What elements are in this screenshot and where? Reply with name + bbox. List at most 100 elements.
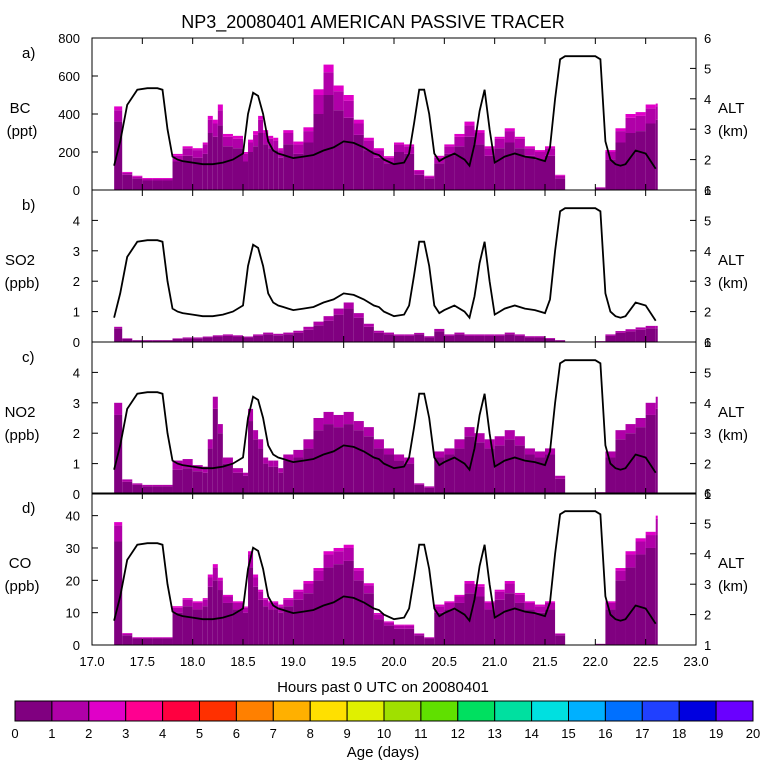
bar-segment — [343, 100, 354, 118]
colorbar-swatch — [125, 700, 164, 722]
bar-segment — [303, 329, 314, 342]
bar-segment — [202, 598, 208, 600]
bar-segment — [283, 133, 294, 145]
bar-segment — [494, 591, 505, 600]
bar-segment — [217, 424, 223, 434]
alt-axis-unit: (km) — [718, 578, 748, 595]
bar-segment — [383, 454, 394, 494]
bar-segment — [162, 486, 173, 494]
bar-segment — [414, 170, 425, 171]
bar-segment — [404, 624, 415, 626]
colorbar-swatch — [199, 700, 237, 722]
bar-segment — [474, 130, 485, 133]
bar-segment — [444, 602, 455, 610]
bar-segment — [232, 138, 243, 149]
bar-segment — [283, 334, 294, 342]
bar-segment — [253, 574, 259, 578]
bar-segment — [343, 308, 354, 342]
bar-segment — [207, 577, 213, 587]
chart-title: NP3_20080401 AMERICAN PASSIVE TRACER — [181, 12, 565, 33]
bar-segment — [192, 150, 203, 158]
bar-segment — [323, 411, 334, 425]
bar-segment — [484, 609, 495, 645]
colorbar-swatch — [272, 700, 311, 722]
bar-segment — [494, 148, 505, 190]
bar-segment — [615, 430, 626, 440]
bar-segment — [484, 148, 495, 156]
bar-segment — [182, 606, 193, 645]
bar-segment — [394, 335, 405, 342]
bar-segment — [373, 612, 384, 615]
bar-segment — [655, 396, 658, 409]
y-axis-unit: (ppb) — [4, 578, 39, 595]
colorbar-swatch — [346, 700, 385, 722]
bar-segment — [232, 335, 243, 337]
bar-segment — [353, 119, 364, 124]
bar-segment — [545, 602, 556, 610]
bar-segment — [414, 483, 425, 485]
bar-segment — [353, 317, 364, 342]
x-tick-label: 21.0 — [482, 654, 507, 669]
colorbar-swatch — [420, 700, 459, 722]
bar-segment — [192, 157, 203, 190]
bar-segment — [303, 142, 314, 190]
bar-segment — [293, 141, 304, 145]
bar-segment — [494, 445, 505, 494]
bar-segment — [464, 583, 475, 594]
bar-segment — [504, 580, 515, 584]
bar-segment — [394, 624, 405, 626]
bar-segment — [615, 331, 626, 333]
bar-segment — [222, 133, 233, 137]
bar-segment — [222, 602, 233, 645]
bar-segment — [114, 328, 123, 342]
alt-tick-label: 1 — [704, 638, 711, 653]
panel-bars — [114, 515, 658, 645]
bar-segment — [122, 338, 133, 342]
bar-segment — [268, 466, 274, 494]
bar-segment — [424, 336, 435, 338]
bar-segment — [514, 136, 525, 139]
alt-tick-label: 2 — [704, 457, 711, 472]
bar-segment — [545, 338, 556, 342]
bar-segment — [655, 535, 658, 645]
bar-segment — [424, 176, 435, 179]
bar-segment — [253, 134, 259, 147]
colorbar-tick-label: 17 — [635, 726, 649, 741]
bar-segment — [555, 478, 566, 494]
bar-segment — [474, 586, 485, 597]
bar-segment — [514, 335, 525, 342]
bar-segment — [222, 596, 233, 603]
bar-segment — [383, 156, 394, 158]
bar-segment — [394, 142, 405, 145]
bar-segment — [323, 320, 334, 342]
bar-segment — [373, 439, 384, 449]
bar-segment — [373, 150, 384, 158]
bar-segment — [172, 607, 183, 613]
bar-segment — [534, 150, 545, 152]
bar-segment — [122, 633, 133, 636]
bar-segment — [114, 106, 123, 111]
bar-segment — [394, 625, 405, 629]
bar-segment — [303, 593, 314, 645]
bar-segment — [444, 334, 455, 336]
y-axis-label: SO2 — [5, 252, 35, 269]
bar-segment — [132, 340, 143, 342]
bar-segment — [114, 525, 123, 542]
bar-segment — [534, 159, 545, 190]
bar-segment — [625, 114, 636, 118]
bar-segment — [268, 138, 274, 149]
bar-segment — [655, 328, 658, 342]
bar-segment — [207, 448, 213, 494]
bar-segment — [434, 612, 445, 645]
bar-segment — [464, 121, 475, 126]
bar-segment — [258, 133, 264, 190]
alt-tick-label: 5 — [704, 61, 711, 76]
alt-tick-label: 3 — [704, 122, 711, 137]
bar-segment — [645, 402, 656, 415]
x-tick-label: 19.0 — [281, 654, 306, 669]
bar-segment — [404, 625, 415, 629]
bar-segment — [343, 544, 354, 548]
bar-segment — [172, 460, 183, 470]
colorbar-tick-label: 16 — [598, 726, 612, 741]
